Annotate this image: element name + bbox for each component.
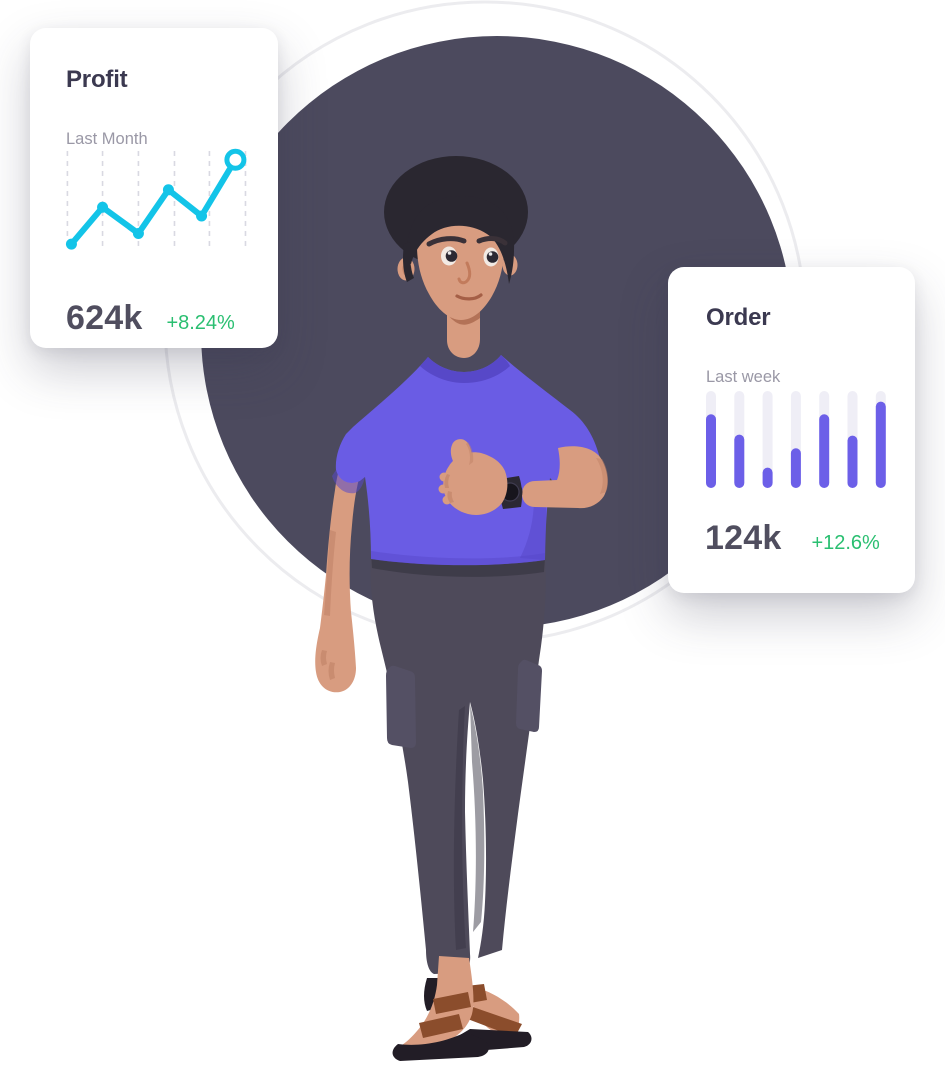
- cargo-pocket-right: [516, 659, 542, 732]
- character-left-arm: [315, 440, 364, 693]
- front-sandal-sole: [392, 1032, 489, 1061]
- character-legs: [370, 552, 546, 974]
- order-chart: [706, 391, 887, 488]
- cargo-pocket-left: [386, 665, 416, 748]
- left-eyebrow: [426, 236, 467, 247]
- order-card-title: Order: [706, 304, 771, 331]
- profit-value-row: 624k +8.24%: [66, 301, 235, 335]
- right-eyebrow: [476, 236, 508, 246]
- profit-card-subtitle: Last Month: [66, 130, 148, 148]
- hair-fringe: [406, 195, 515, 284]
- order-value: 124k: [705, 519, 782, 557]
- profit-card: Profit Last Month 624k +8.24%: [30, 28, 278, 348]
- order-card-subtitle: Last week: [706, 368, 781, 386]
- mouth: [455, 293, 483, 301]
- face: [417, 207, 504, 320]
- order-bar-chart-svg: [706, 391, 886, 488]
- profit-delta: +8.24%: [166, 312, 235, 334]
- order-card: Order Last week 124k +12.6%: [668, 267, 915, 593]
- profit-chart: [63, 148, 253, 250]
- profit-card-title: Profit: [66, 66, 128, 93]
- order-value-row: 124k +12.6%: [705, 521, 880, 555]
- fist: [443, 452, 508, 515]
- character-feet-sandals: [392, 956, 532, 1061]
- character-head: [384, 156, 528, 320]
- profit-line-chart-svg: [65, 148, 247, 250]
- profit-value: 624k: [66, 299, 143, 337]
- left-eye: [441, 246, 458, 266]
- character-illustration: [315, 156, 609, 1061]
- order-delta: +12.6%: [811, 532, 880, 554]
- character-right-arm-thumbs-up: [438, 439, 609, 515]
- nose: [457, 261, 472, 285]
- right-eye: [483, 247, 499, 267]
- thumb-up: [450, 439, 472, 472]
